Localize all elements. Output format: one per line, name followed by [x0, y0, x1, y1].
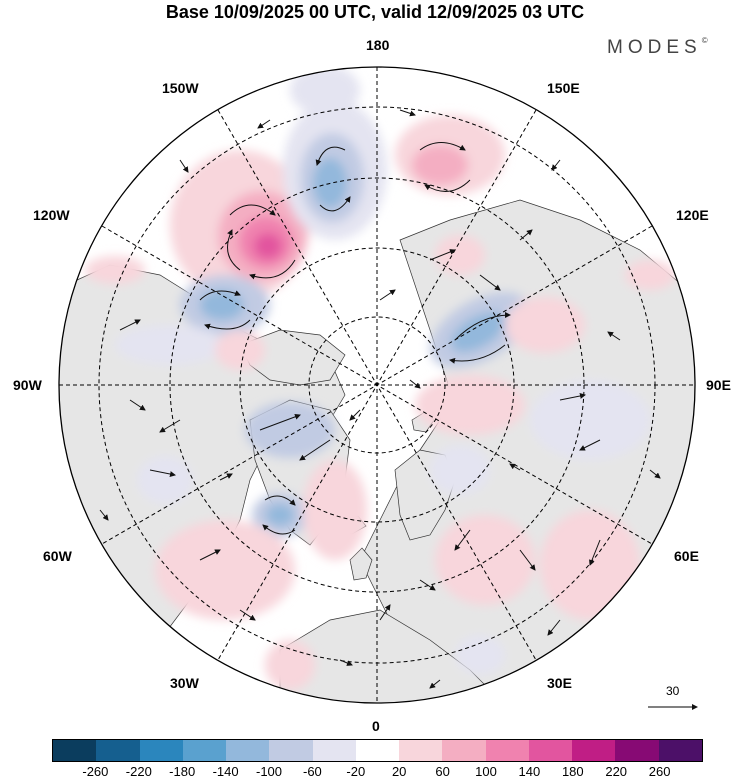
- colorbar-tick-label: -60: [302, 764, 322, 779]
- colorbar-segment: [399, 740, 443, 761]
- colorbar-tick-label: -220: [125, 764, 152, 779]
- map-disk: [59, 67, 695, 703]
- brand-name: MODES: [607, 37, 702, 58]
- colorbar-tick-label: 220: [605, 764, 628, 779]
- lon-label-150w: 150W: [162, 80, 199, 96]
- landmass-uk: [349, 547, 373, 581]
- colorbar-tick-label: -180: [169, 764, 196, 779]
- colorbar-segment: [355, 740, 400, 761]
- colorbar-segment: [269, 740, 313, 761]
- colorbar-tick-label: 60: [435, 764, 450, 779]
- colorbar-segment: [96, 740, 140, 761]
- lon-label-30w: 30W: [170, 675, 199, 691]
- colorbar-segment: [226, 740, 270, 761]
- colorbar-tick-label: -140: [212, 764, 239, 779]
- colorbar-segment: [485, 740, 529, 761]
- colorbar-segment: [442, 740, 486, 761]
- lon-label-30e: 30E: [547, 675, 572, 691]
- map-border: [58, 66, 696, 704]
- brand-logo: MODES©: [607, 36, 708, 59]
- lon-label-180: 180: [366, 37, 390, 53]
- colorbar-segment: [572, 740, 616, 761]
- colorbar-tick-label: 180: [561, 764, 584, 779]
- colorbar: [52, 739, 703, 762]
- lon-label-60e: 60E: [674, 548, 699, 564]
- colorbar-segment: [139, 740, 183, 761]
- colorbar-tick-label: -20: [346, 764, 366, 779]
- colorbar-tick-label: 260: [648, 764, 671, 779]
- lon-label-90e: 90E: [706, 377, 731, 393]
- colorbar-segment: [53, 740, 97, 761]
- colorbar-tick-label: 100: [475, 764, 497, 779]
- colorbar-tick-label: -260: [82, 764, 109, 779]
- landmass-canadian-archipelago: [239, 329, 346, 386]
- colorbar-segment: [658, 740, 702, 761]
- vector-scale-label: 30: [666, 684, 680, 698]
- colorbar-segment: [312, 740, 356, 761]
- map-title: Base 10/09/2025 00 UTC, valid 12/09/2025…: [165, 2, 585, 22]
- lon-label-90w: 90W: [13, 377, 42, 393]
- wind-vectors: [99, 109, 661, 689]
- lon-label-60w: 60W: [43, 548, 72, 564]
- brand-mark: ©: [701, 36, 708, 45]
- colorbar-segment: [528, 740, 573, 761]
- lon-label-150e: 150E: [547, 80, 580, 96]
- colorbar-tick-label: 140: [518, 764, 541, 779]
- graticule: [59, 67, 695, 703]
- lon-label-120w: 120W: [33, 207, 70, 223]
- colorbar-segment: [182, 740, 227, 761]
- lon-label-120e: 120E: [676, 207, 709, 223]
- colorbar-tick-label: 20: [391, 764, 407, 779]
- lon-label-0: 0: [372, 718, 380, 734]
- anomaly-fields: [85, 67, 675, 690]
- colorbar-tick-label: -100: [255, 764, 283, 779]
- colorbar-segment: [615, 740, 659, 761]
